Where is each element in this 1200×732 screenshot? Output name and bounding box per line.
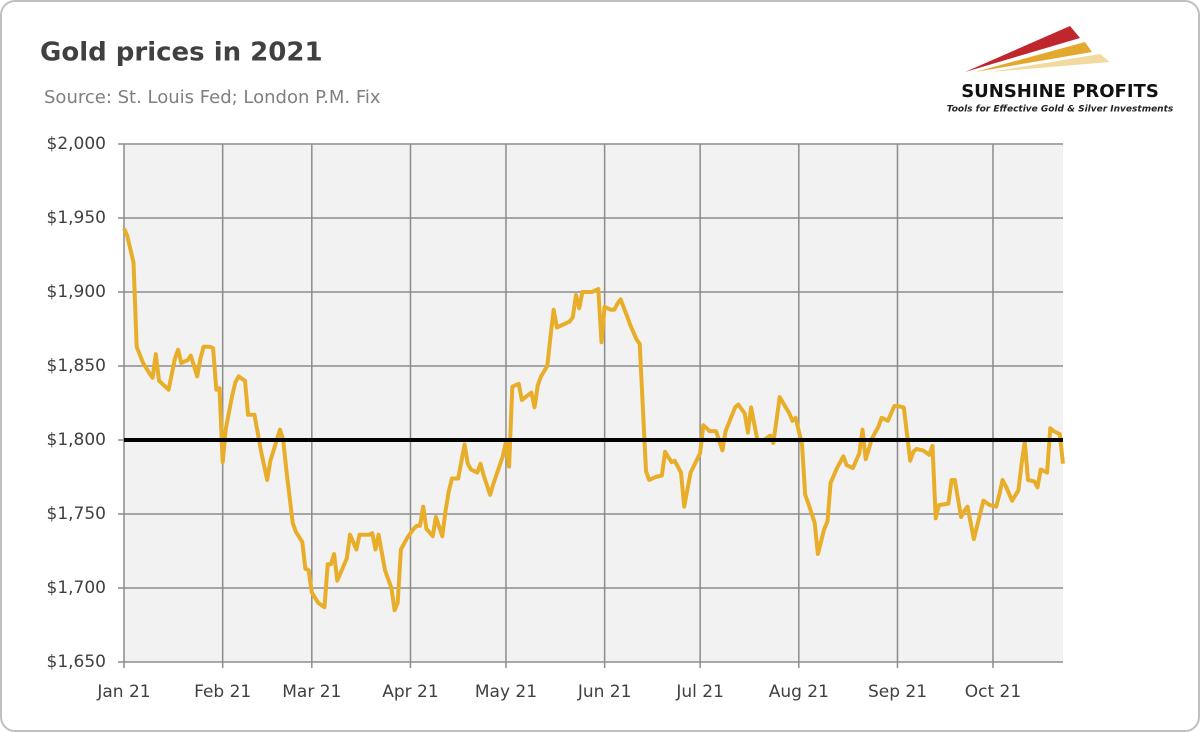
y-tick-label: $1,700: [47, 578, 106, 598]
chart-subtitle: Source: St. Louis Fed; London P.M. Fix: [44, 87, 381, 108]
plot-area: [124, 144, 1063, 662]
y-tick-label: $1,900: [47, 282, 106, 302]
x-tick-label: Jul 21: [675, 682, 724, 702]
x-tick-label: Aug 21: [769, 682, 829, 702]
x-tick-label: Mar 21: [282, 682, 341, 702]
x-tick-label: Sep 21: [868, 682, 927, 702]
logo: SUNSHINE PROFITS Tools for Effective Gol…: [947, 26, 1174, 115]
price-line: [122, 227, 1065, 613]
y-tick-label: $1,850: [47, 356, 106, 376]
y-tick-label: $2,000: [47, 134, 106, 154]
y-tick-label: $1,750: [47, 504, 106, 524]
logo-swoosh: [975, 42, 1092, 72]
logo-tagline: Tools for Effective Gold & Silver Invest…: [947, 105, 1174, 115]
x-tick-label: Apr 21: [382, 682, 438, 702]
x-tick-label: Oct 21: [965, 682, 1021, 702]
x-tick-label: Jun 21: [577, 682, 632, 702]
x-tick-label: Feb 21: [194, 682, 251, 702]
logo-name: SUNSHINE PROFITS: [961, 81, 1159, 102]
chart-title: Gold prices in 2021: [40, 38, 323, 68]
y-tick-label: $1,800: [47, 430, 106, 450]
y-tick-label: $1,650: [47, 652, 106, 672]
y-tick-label: $1,950: [47, 208, 106, 228]
logo-swoosh: [990, 54, 1110, 72]
x-tick-label: Jan 21: [96, 682, 150, 702]
logo-swoosh: [965, 26, 1080, 72]
x-tick-label: May 21: [475, 682, 537, 702]
